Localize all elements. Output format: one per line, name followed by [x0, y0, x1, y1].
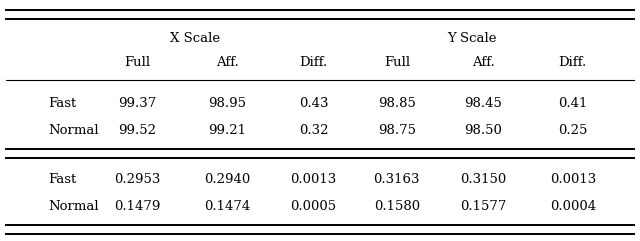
Text: Aff.: Aff.: [216, 56, 239, 69]
Text: 99.37: 99.37: [118, 97, 157, 110]
Text: 0.0004: 0.0004: [550, 200, 596, 213]
Text: Diff.: Diff.: [559, 56, 587, 69]
Text: 0.25: 0.25: [558, 124, 588, 137]
Text: 0.1479: 0.1479: [115, 200, 161, 213]
Text: Fast: Fast: [48, 97, 76, 110]
Text: 0.41: 0.41: [558, 97, 588, 110]
Text: 99.52: 99.52: [118, 124, 157, 137]
Text: 0.1474: 0.1474: [204, 200, 250, 213]
Text: 0.3150: 0.3150: [460, 173, 506, 186]
Text: 0.43: 0.43: [299, 97, 328, 110]
Text: X Scale: X Scale: [170, 32, 220, 45]
Text: 0.32: 0.32: [299, 124, 328, 137]
Text: 98.50: 98.50: [464, 124, 502, 137]
Text: 0.1580: 0.1580: [374, 200, 420, 213]
Text: Y Scale: Y Scale: [447, 32, 497, 45]
Text: 0.0005: 0.0005: [291, 200, 337, 213]
Text: 0.2940: 0.2940: [204, 173, 250, 186]
Text: 99.21: 99.21: [208, 124, 246, 137]
Text: Full: Full: [125, 56, 150, 69]
Text: Normal: Normal: [48, 124, 99, 137]
Text: 0.1577: 0.1577: [460, 200, 506, 213]
Text: 98.85: 98.85: [378, 97, 416, 110]
Text: 98.95: 98.95: [208, 97, 246, 110]
Text: 98.75: 98.75: [378, 124, 416, 137]
Text: Normal: Normal: [48, 200, 99, 213]
Text: Aff.: Aff.: [472, 56, 495, 69]
Text: 0.2953: 0.2953: [115, 173, 161, 186]
Text: Diff.: Diff.: [300, 56, 328, 69]
Text: 0.0013: 0.0013: [550, 173, 596, 186]
Text: 0.0013: 0.0013: [291, 173, 337, 186]
Text: 98.45: 98.45: [464, 97, 502, 110]
Text: 0.3163: 0.3163: [374, 173, 420, 186]
Text: Fast: Fast: [48, 173, 76, 186]
Text: Full: Full: [384, 56, 410, 69]
